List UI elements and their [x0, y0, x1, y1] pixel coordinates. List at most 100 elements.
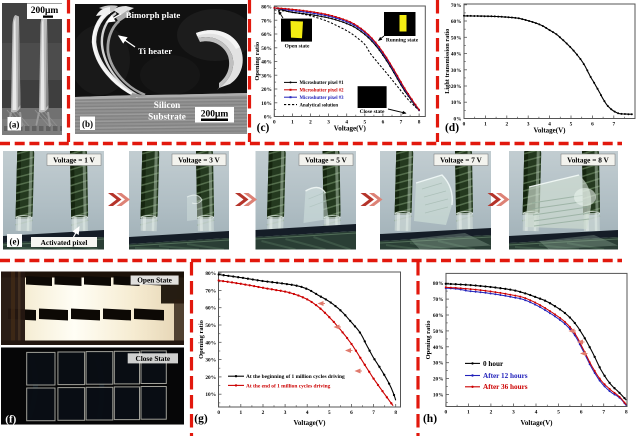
svg-text:3: 3	[527, 122, 530, 128]
svg-text:3: 3	[327, 120, 330, 126]
svg-text:4: 4	[548, 122, 551, 128]
svg-text:Open State: Open State	[137, 276, 172, 285]
svg-text:50%: 50%	[451, 35, 462, 41]
svg-text:4: 4	[345, 120, 348, 126]
svg-text:50%: 50%	[205, 323, 216, 329]
svg-text:3: 3	[512, 410, 515, 416]
svg-text:Voltage(V): Voltage(V)	[533, 127, 566, 135]
svg-text:Close state: Close state	[360, 109, 385, 115]
svg-text:10%: 10%	[433, 393, 444, 399]
svg-text:40%: 40%	[261, 60, 272, 66]
svg-text:After 36 hours: After 36 hours	[483, 383, 528, 391]
svg-text:50%: 50%	[433, 329, 444, 335]
svg-text:10%: 10%	[261, 101, 272, 107]
svg-text:(d): (d)	[445, 122, 459, 134]
svg-text:40%: 40%	[451, 52, 462, 58]
svg-text:0: 0	[273, 120, 276, 126]
svg-text:70%: 70%	[205, 288, 216, 294]
svg-text:5: 5	[570, 122, 573, 128]
svg-text:1: 1	[484, 122, 487, 128]
svg-text:Opening ratio: Opening ratio	[254, 42, 261, 81]
svg-text:Voltage = 1 V: Voltage = 1 V	[53, 156, 95, 165]
svg-text:4: 4	[306, 410, 309, 416]
svg-text:1: 1	[291, 120, 294, 126]
svg-text:20%: 20%	[261, 87, 272, 93]
svg-text:Close State: Close State	[135, 354, 170, 363]
svg-text:Substrate: Substrate	[148, 112, 186, 122]
svg-text:Bimorph plate: Bimorph plate	[126, 10, 181, 20]
svg-text:At the end of 1 million cycles: At the end of 1 million cycles driving	[246, 383, 331, 389]
svg-text:200μm: 200μm	[201, 110, 229, 120]
svg-text:2: 2	[309, 120, 312, 126]
svg-text:1: 1	[240, 410, 243, 416]
svg-text:7: 7	[602, 410, 605, 416]
svg-text:60%: 60%	[433, 313, 444, 319]
svg-text:5: 5	[363, 120, 366, 126]
svg-text:Silicon: Silicon	[154, 100, 181, 110]
svg-text:6: 6	[591, 122, 594, 128]
svg-text:0: 0	[463, 122, 466, 128]
svg-text:8: 8	[625, 410, 628, 416]
svg-text:(g): (g)	[194, 413, 208, 425]
svg-text:Analytical solution: Analytical solution	[300, 103, 339, 108]
svg-text:6: 6	[350, 410, 353, 416]
svg-text:20%: 20%	[451, 84, 462, 90]
svg-text:Voltage(V): Voltage(V)	[334, 125, 367, 133]
svg-text:Microshutter pixel #3: Microshutter pixel #3	[300, 96, 345, 101]
svg-text:At the beginning of 1 million: At the beginning of 1 million cycles dri…	[246, 374, 345, 380]
svg-text:Microshutter pixel #2: Microshutter pixel #2	[300, 89, 345, 94]
svg-text:Opening ratio: Opening ratio	[425, 321, 432, 360]
svg-text:(e): (e)	[10, 237, 20, 247]
svg-text:Ti heater: Ti heater	[138, 46, 172, 56]
svg-text:Open state: Open state	[285, 44, 310, 50]
svg-text:(b): (b)	[82, 119, 93, 129]
svg-text:30%: 30%	[261, 73, 272, 79]
svg-text:Voltage(V): Voltage(V)	[520, 419, 553, 427]
svg-text:70%: 70%	[261, 18, 272, 24]
svg-text:Voltage = 3 V: Voltage = 3 V	[178, 156, 220, 165]
svg-text:60%: 60%	[261, 32, 272, 38]
svg-text:4: 4	[535, 410, 538, 416]
svg-text:80%: 80%	[205, 271, 216, 277]
svg-text:2: 2	[262, 410, 265, 416]
svg-text:2: 2	[490, 410, 493, 416]
svg-text:30%: 30%	[451, 68, 462, 74]
svg-text:5: 5	[328, 410, 331, 416]
svg-text:60%: 60%	[205, 306, 216, 312]
svg-text:Voltage(V): Voltage(V)	[293, 419, 326, 427]
svg-text:(f): (f)	[5, 413, 16, 425]
svg-text:20%: 20%	[205, 375, 216, 381]
svg-text:60%: 60%	[451, 19, 462, 25]
svg-text:8: 8	[418, 120, 421, 126]
svg-text:70%: 70%	[451, 3, 462, 9]
svg-text:7: 7	[400, 120, 403, 126]
svg-text:5: 5	[557, 410, 560, 416]
svg-text:50%: 50%	[261, 46, 272, 52]
svg-text:Light transmission ratio: Light transmission ratio	[444, 29, 451, 94]
svg-text:10%: 10%	[451, 100, 462, 106]
svg-text:8: 8	[394, 410, 397, 416]
svg-text:0: 0	[444, 410, 447, 416]
svg-text:Voltage = 5 V: Voltage = 5 V	[305, 156, 347, 165]
svg-text:0: 0	[217, 410, 220, 416]
svg-text:Opening ratio: Opening ratio	[198, 320, 205, 359]
svg-text:7: 7	[612, 122, 615, 128]
svg-text:0%: 0%	[264, 115, 272, 121]
svg-text:0%: 0%	[454, 116, 462, 122]
svg-text:(a): (a)	[9, 120, 20, 130]
svg-text:10%: 10%	[205, 392, 216, 398]
svg-text:80%: 80%	[261, 5, 272, 11]
svg-text:30%: 30%	[433, 361, 444, 367]
svg-text:30%: 30%	[205, 358, 216, 364]
svg-text:70%: 70%	[433, 297, 444, 303]
svg-text:Running state: Running state	[386, 38, 419, 44]
svg-text:7: 7	[372, 410, 375, 416]
svg-text:(c): (c)	[257, 122, 270, 134]
svg-text:20%: 20%	[433, 377, 444, 383]
svg-text:3: 3	[284, 410, 287, 416]
svg-text:6: 6	[382, 120, 385, 126]
svg-text:40%: 40%	[205, 340, 216, 346]
svg-text:0 hour: 0 hour	[483, 360, 504, 368]
svg-text:(h): (h)	[423, 413, 437, 425]
svg-text:6: 6	[580, 410, 583, 416]
